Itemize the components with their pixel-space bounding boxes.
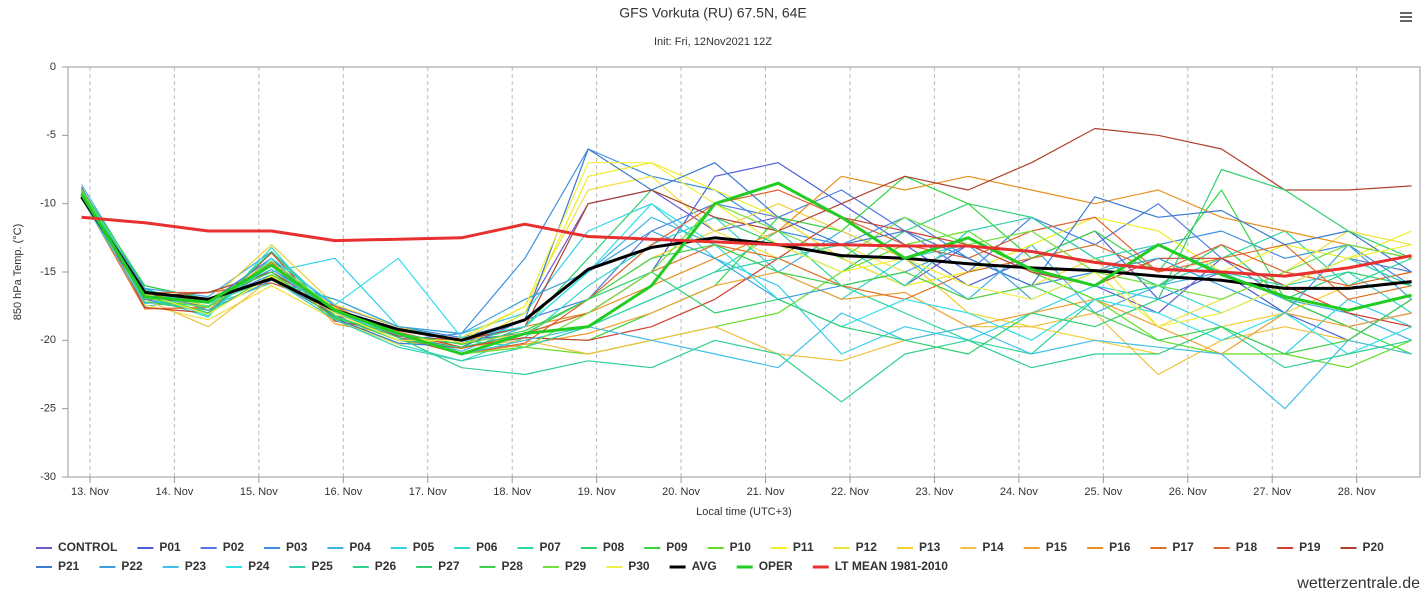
y-tick-label: -25 <box>40 403 56 415</box>
x-tick-label: 28. Nov <box>1338 486 1376 498</box>
y-tick-label: -30 <box>40 471 56 483</box>
y-tick-label: -20 <box>40 334 56 346</box>
x-tick-label: 23. Nov <box>915 486 953 498</box>
x-axis-label: Local time (UTC+3) <box>696 506 792 518</box>
x-tick-label: 27. Nov <box>1253 486 1291 498</box>
legend-label: P30 <box>628 559 650 573</box>
legend-label: P04 <box>349 540 371 554</box>
plot-frame <box>67 66 1421 478</box>
legend-label: P18 <box>1236 540 1258 554</box>
legend-label: P15 <box>1046 540 1068 554</box>
legend-label: OPER <box>759 559 793 573</box>
legend-label: P12 <box>856 540 878 554</box>
legend-label: P17 <box>1172 540 1194 554</box>
series-line <box>80 168 1412 355</box>
x-tick-label: 19. Nov <box>578 486 616 498</box>
chart-subtitle: Init: Fri, 12Nov2021 12Z <box>654 36 772 48</box>
legend-label: P14 <box>982 540 1004 554</box>
legend-label: P08 <box>603 540 625 554</box>
grid: 0 -5 -10 -15 -20 -25 -30 13. Nov 14. Nov 15. Nov 1… <box>40 61 1376 498</box>
menu-bar[interactable] <box>1400 20 1412 22</box>
legend-label: P29 <box>565 559 587 573</box>
series-line <box>80 197 1412 410</box>
y-tick-label: -5 <box>46 129 56 141</box>
x-tick-label: 16. Nov <box>324 486 362 498</box>
series-line <box>80 188 1412 403</box>
credit: wetterzentrale.de <box>1296 575 1420 589</box>
y-axis-label: 850 hPa Temp. (°C) <box>12 224 24 321</box>
legend-label: P16 <box>1109 540 1131 554</box>
legend-label: CONTROL <box>58 540 117 554</box>
x-tick-label: 14. Nov <box>155 486 193 498</box>
x-tick-label: 17. Nov <box>409 486 447 498</box>
menu-button[interactable] <box>1400 12 1412 22</box>
legend-label: P19 <box>1299 540 1321 554</box>
legend: CONTROL P01 P02 P03 P04 P05 P06 P07 P08 P09 P10 P11… <box>36 540 1384 573</box>
legend-label: P27 <box>438 559 460 573</box>
y-tick-label: -10 <box>40 198 56 210</box>
legend-label: P05 <box>413 540 435 554</box>
x-tick-label: 22. Nov <box>831 486 869 498</box>
y-tick-label: 0 <box>50 61 56 73</box>
x-tick-label: 25. Nov <box>1084 486 1122 498</box>
x-tick-label: 13. Nov <box>71 486 109 498</box>
legend-label: P21 <box>58 559 80 573</box>
legend-label: P25 <box>311 559 333 573</box>
legend-label: P02 <box>223 540 245 554</box>
y-tick-label: -15 <box>40 266 56 278</box>
legend-label: P07 <box>539 540 561 554</box>
legend-label: P20 <box>1363 540 1385 554</box>
legend-label: P24 <box>248 559 270 573</box>
x-tick-label: 20. Nov <box>662 486 700 498</box>
legend-label: P01 <box>159 540 181 554</box>
legend-label: AVG <box>692 559 717 573</box>
series-line <box>80 195 1412 342</box>
x-tick-label: 21. Nov <box>747 486 785 498</box>
legend-label: P11 <box>793 540 814 554</box>
series-line <box>81 215 1412 278</box>
series-line <box>80 189 1412 355</box>
x-tick-label: 18. Nov <box>493 486 531 498</box>
legend-label: P09 <box>666 540 688 554</box>
legend-label: P10 <box>730 540 752 554</box>
legend-label: P13 <box>919 540 941 554</box>
x-tick-label: 15. Nov <box>240 486 278 498</box>
series-line <box>80 148 1412 348</box>
legend-label: LT MEAN 1981-2010 <box>835 559 948 573</box>
legend-label: P28 <box>502 559 524 573</box>
chart-title: GFS Vorkuta (RU) 67.5N, 64E <box>619 5 807 21</box>
legend-label: P26 <box>375 559 397 573</box>
series-line <box>80 181 1412 356</box>
legend-label: P22 <box>121 559 143 573</box>
menu-bar[interactable] <box>1400 16 1412 18</box>
legend-label: P06 <box>476 540 498 554</box>
legend-label: P23 <box>185 559 207 573</box>
series-line <box>81 162 1412 341</box>
menu-bar[interactable] <box>1400 12 1412 14</box>
legend-label: P03 <box>286 540 308 554</box>
x-tick-label: 24. Nov <box>1000 486 1038 498</box>
x-tick-label: 26. Nov <box>1169 486 1207 498</box>
plot-lines <box>80 127 1412 410</box>
series-line <box>80 189 1412 355</box>
